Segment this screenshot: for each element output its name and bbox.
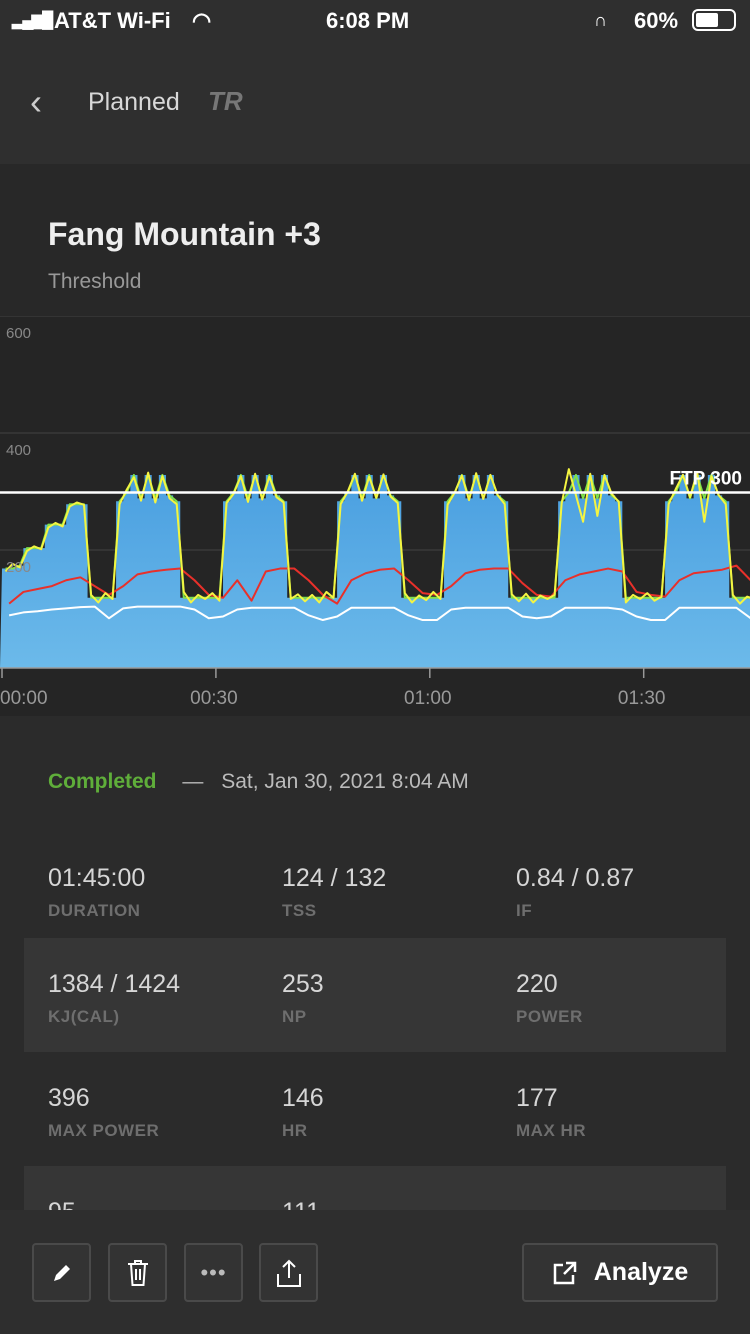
stat-value: 95 [48,1198,76,1210]
trash-icon [127,1259,148,1286]
stat-value: 1384 / 1424 [48,970,181,998]
back-button[interactable]: ‹ [30,84,42,120]
workout-type: Threshold [48,270,142,293]
stat-label: POWER [516,1007,583,1026]
pencil-icon [53,1264,70,1281]
stat-value: 146 [282,1084,324,1112]
stat-label: TSS [282,901,317,920]
cadence-line [8,605,750,622]
stats-row: 1384 / 1424 KJ(CAL) 253 NP 220 POWER [24,938,726,1052]
completed-status: Completed [48,770,157,793]
stat-cell: 253 NP [282,970,324,1027]
status-bar: ▂▄▆█ AT&T Wi-Fi ◠ 6:08 PM ∩ 60% [0,0,750,40]
stat-cell: 95 [48,1198,76,1210]
y-tick-label: 400 [6,442,31,459]
stat-label: MAX POWER [48,1121,160,1140]
completion-date: Sat, Jan 30, 2021 8:04 AM [221,770,469,793]
stat-value: 396 [48,1084,90,1112]
workout-chart: FTP 300 600 400 200 00:00 00:30 01:00 01:30 [0,315,750,717]
stat-cell: 177 MAX HR [516,1084,586,1141]
chevron-left-icon: ‹ [30,81,42,122]
stat-cell: 146 HR [282,1084,324,1141]
stat-value: 177 [516,1084,558,1112]
stat-cell: 0.84 / 0.87 IF [516,864,634,921]
more-button[interactable]: ••• [184,1243,243,1302]
y-tick-label: 600 [6,325,31,342]
ftp-label: FTP 300 [669,469,742,490]
stat-label: DURATION [48,901,141,920]
delete-button[interactable] [108,1243,167,1302]
analyze-label: Analyze [593,1258,689,1286]
stat-cell: 396 MAX POWER [48,1084,159,1141]
workout-header: Fang Mountain +3 Threshold [0,164,750,316]
battery-icon [692,9,736,31]
trainerroad-logo: TR [208,86,243,116]
separator: — [182,770,204,793]
workout-summary: Completed — Sat, Jan 30, 2021 8:04 AM 01… [0,716,750,1210]
battery-percent: 60% [634,8,679,33]
heart-rate-line [8,564,750,605]
stats-row: 01:45:00 DURATION 124 / 132 TSS 0.84 / 0.87 I… [24,832,726,946]
stat-value: 01:45:00 [48,864,146,892]
carrier: AT&T Wi-Fi [54,8,171,33]
x-axis-band [0,669,750,717]
clock: 6:08 PM [326,8,410,33]
stat-cell: 01:45:00 DURATION [48,864,145,921]
stat-value: 0.84 / 0.87 [516,864,635,892]
y-tick-label: 200 [6,559,31,576]
analyze-button[interactable]: Analyze [522,1243,718,1302]
stat-label: MAX HR [516,1121,587,1140]
chart-svg: FTP 300 600 400 200 00:00 00:30 01:00 01:30 [0,315,750,717]
x-tick-label: 01:30 [618,688,666,709]
stat-value: 124 / 132 [282,864,387,892]
external-link-icon [553,1261,576,1284]
x-tick-label: 01:00 [404,688,452,709]
power-line [4,468,750,605]
stat-value: 253 [282,970,324,998]
stat-label: NP [282,1007,307,1026]
edit-button[interactable] [32,1243,91,1302]
nav-bar: ‹ Planned TR [0,40,750,164]
stat-cell: 111 [282,1198,320,1210]
stat-value: 220 [516,970,558,998]
wifi-icon: ◠ [192,8,212,33]
stats-row: 396 MAX POWER 146 HR 177 MAX HR [24,1052,726,1166]
share-icon [276,1259,301,1287]
stat-cell: 1384 / 1424 KJ(CAL) [48,970,180,1027]
stats-row: 95 111 [24,1166,726,1210]
stat-cell: 220 POWER [516,970,583,1027]
x-tick-label: 00:00 [0,688,48,709]
signal-icon: ▂▄▆█ [12,12,53,29]
back-label[interactable]: Planned [88,88,180,116]
stat-label: IF [516,901,533,920]
stat-cell: 124 / 132 TSS [282,864,386,921]
ellipsis-icon: ••• [200,1259,227,1285]
workout-title: Fang Mountain +3 [48,216,321,252]
stat-label: HR [282,1121,308,1140]
stat-label: KJ(CAL) [48,1007,120,1026]
x-tick-label: 00:30 [190,688,238,709]
stat-value: 111 [282,1198,320,1210]
share-button[interactable] [259,1243,318,1302]
headphones-icon: ∩ [594,10,607,30]
completion-line: Completed — Sat, Jan 30, 2021 8:04 AM [48,770,469,794]
action-bar: ••• Analyze [0,1210,750,1334]
